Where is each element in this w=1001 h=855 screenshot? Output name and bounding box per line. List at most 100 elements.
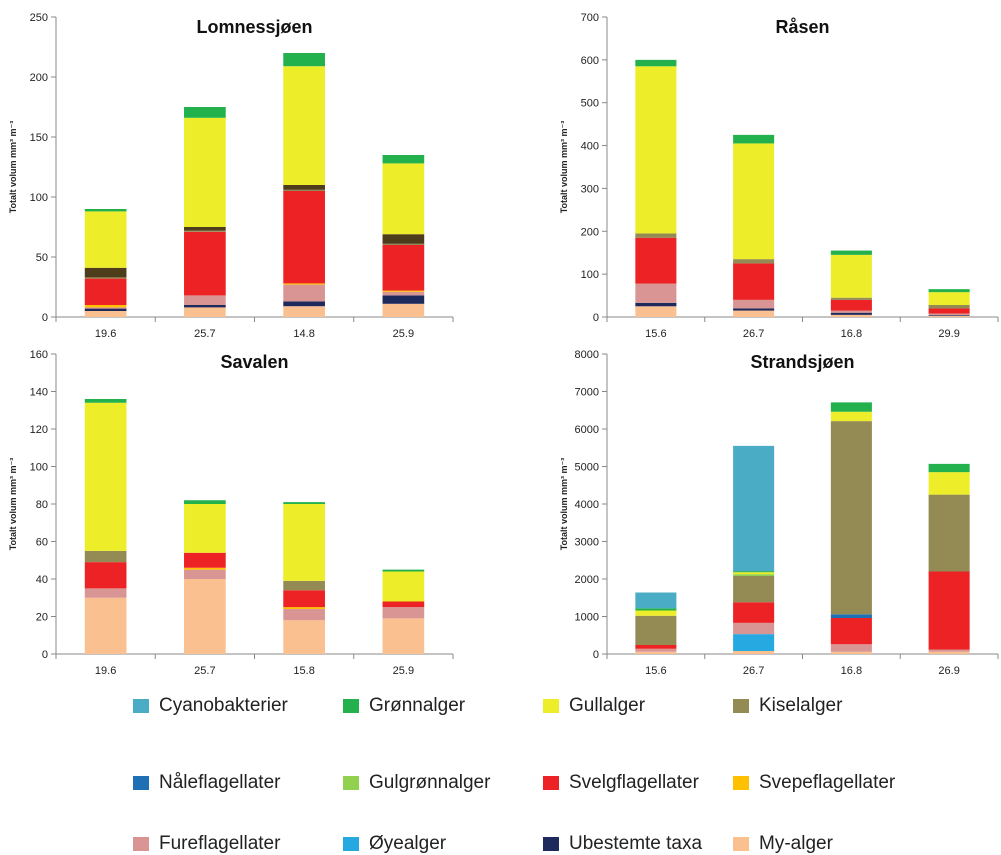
bar-segment	[830, 411, 872, 422]
y-tick-label: 300	[581, 183, 599, 195]
bar-segment	[733, 445, 775, 572]
y-tick-label: 400	[581, 141, 599, 153]
bar-segment	[733, 602, 775, 623]
bar-segment	[84, 402, 127, 551]
legend-label: Grønnalger	[369, 695, 466, 716]
chart-title: Råsen	[775, 17, 829, 37]
bar-segment	[733, 143, 775, 260]
y-axis-label: Totalt volum mm³ m⁻³	[8, 458, 18, 551]
legend-item-cyanobakterier: Cyanobakterier	[133, 695, 288, 717]
bar-segment	[733, 263, 775, 300]
bar-segment	[283, 185, 325, 190]
bar-segment	[733, 572, 775, 575]
legend-label: Ubestemte taxa	[569, 833, 703, 854]
x-tick-label: 29.9	[938, 328, 959, 340]
bar-segment	[382, 601, 425, 608]
bar-segment	[635, 233, 677, 238]
legend-item-kiselalger: Kiselalger	[733, 695, 842, 717]
bar-segment	[928, 292, 970, 305]
x-tick-label: 15.6	[645, 665, 666, 677]
bar-segment	[635, 648, 677, 652]
x-tick-label: 25.9	[393, 328, 414, 340]
bar-segment	[283, 607, 325, 609]
legend-label: My-alger	[759, 833, 833, 854]
bar-segment	[382, 155, 425, 164]
bar-segment	[830, 651, 872, 654]
chart-title: Savalen	[220, 352, 288, 372]
bar-segment	[382, 303, 425, 317]
legend-item-gronnalger: Grønnalger	[343, 695, 465, 717]
bar-segment	[283, 609, 325, 621]
bar-segment	[283, 504, 325, 581]
y-tick-label: 40	[36, 574, 48, 586]
legend-swatch-icon	[733, 776, 749, 790]
legend-item-svelgflagellater: Svelgflagellater	[543, 772, 699, 794]
y-tick-label: 80	[36, 499, 48, 511]
legend-item-naleflagellater: Nåleflagellater	[133, 772, 280, 794]
bar-segment	[184, 305, 226, 308]
bar-segment	[928, 463, 970, 473]
bar-segment	[733, 134, 775, 144]
chart-title: Lomnessjøen	[196, 17, 312, 37]
bar-segment	[382, 291, 425, 296]
legend-swatch-icon	[343, 699, 359, 713]
bar-segment	[830, 644, 872, 652]
bar-segment	[283, 580, 325, 591]
bar-segment	[830, 314, 872, 317]
bar-segment	[830, 312, 872, 315]
bar-segment	[84, 278, 127, 305]
bar-segment	[184, 231, 226, 296]
bar-segment	[635, 59, 677, 67]
bar-segment	[283, 590, 325, 608]
bar-segment	[733, 259, 775, 264]
legend-item-gulgronnalger: Gulgrønnalger	[343, 772, 490, 794]
y-axis-label: Totalt volum mm³ m⁻³	[559, 458, 569, 551]
legend: Cyanobakterier Grønnalger Gullalger Kise…	[0, 695, 1001, 855]
y-axis-label: Totalt volum mm³ m⁻³	[559, 121, 569, 214]
bar-segment	[84, 399, 127, 403]
bar-segment	[733, 634, 775, 651]
bar-segment	[928, 315, 970, 317]
bar-segment	[283, 301, 325, 307]
y-tick-label: 3000	[575, 537, 599, 549]
bar-segment	[733, 571, 775, 573]
bar-segment	[635, 302, 677, 307]
bar-segment	[382, 243, 425, 245]
y-tick-label: 0	[593, 649, 599, 661]
legend-swatch-icon	[733, 699, 749, 713]
bar-segment	[635, 592, 677, 609]
y-tick-label: 60	[36, 537, 48, 549]
y-tick-label: 0	[42, 649, 48, 661]
legend-item-my-alger: My-alger	[733, 833, 833, 855]
bar-segment	[382, 607, 425, 619]
y-tick-label: 4000	[575, 499, 599, 511]
bar-segment	[184, 307, 226, 317]
y-tick-label: 100	[30, 192, 48, 204]
chart-title: Strandsjøen	[750, 352, 854, 372]
bar-segment	[928, 305, 970, 309]
bar-segment	[733, 651, 775, 654]
bar-segment	[184, 117, 226, 227]
legend-swatch-icon	[133, 699, 149, 713]
bar-segment	[283, 191, 325, 284]
x-tick-label: 25.7	[194, 328, 215, 340]
x-tick-label: 19.6	[95, 328, 116, 340]
x-tick-label: 25.9	[393, 665, 414, 677]
bar-segment	[283, 283, 325, 285]
legend-swatch-icon	[343, 776, 359, 790]
y-tick-label: 0	[42, 312, 48, 324]
bar-segment	[84, 211, 127, 268]
legend-label: Kiselalger	[759, 695, 843, 716]
y-tick-label: 600	[581, 55, 599, 67]
bar-segment	[382, 234, 425, 244]
bar-segment	[283, 306, 325, 317]
bar-segment	[928, 313, 970, 315]
bar-segment	[635, 66, 677, 234]
legend-swatch-icon	[133, 837, 149, 851]
legend-label: Svepeflagellater	[759, 772, 896, 793]
y-tick-label: 500	[581, 98, 599, 110]
bar-segment	[635, 610, 677, 616]
bar-segment	[733, 574, 775, 576]
bar-segment	[382, 245, 425, 291]
y-tick-label: 2000	[575, 574, 599, 586]
